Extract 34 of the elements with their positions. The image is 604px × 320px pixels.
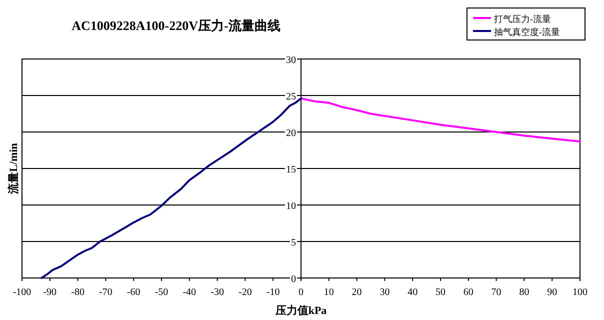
chart-title: AC1009228A100-220V压力-流量曲线 <box>72 18 280 33</box>
x-tick-label: -40 <box>182 287 196 298</box>
y-tick-label: 0 <box>291 274 296 285</box>
legend-label: 打气压力-流量 <box>493 14 551 24</box>
y-tick-label: 10 <box>286 201 296 212</box>
x-tick-label: -100 <box>12 287 32 298</box>
x-tick-label: -20 <box>238 287 252 298</box>
x-tick-label: 0 <box>298 287 304 298</box>
x-tick-label: 80 <box>519 287 530 298</box>
x-tick-label: -50 <box>154 287 168 298</box>
x-tick-label: 40 <box>408 287 418 298</box>
y-axis-title: 流量L/min <box>7 143 20 195</box>
x-tick-label: -80 <box>71 287 84 298</box>
x-tick-label: 20 <box>352 287 362 298</box>
x-tick-label: 90 <box>547 287 558 298</box>
legend-label: 抽气真空度-流量 <box>494 27 560 37</box>
line-series <box>300 97 581 142</box>
y-tick-label: 15 <box>286 164 296 176</box>
y-tick-label: 20 <box>286 128 296 139</box>
x-tick-label: -60 <box>126 287 140 298</box>
x-axis-title: 压力值kPa <box>274 304 328 317</box>
x-tick-label: -10 <box>266 287 280 298</box>
x-tick-label: 30 <box>380 287 390 298</box>
y-tick-label: 25 <box>286 92 296 102</box>
y-tick-label: 30 <box>286 55 296 66</box>
x-tick-label: 50 <box>436 287 446 298</box>
x-tick-label: 10 <box>324 287 334 298</box>
x-tick-label: -90 <box>43 287 57 298</box>
x-tick-label: 100 <box>572 287 588 298</box>
x-tick-label: -30 <box>210 287 224 298</box>
x-tick-label: 70 <box>491 287 502 298</box>
x-tick-label: 60 <box>463 287 474 298</box>
y-tick-label: 5 <box>291 238 296 248</box>
x-tick-label: -70 <box>99 287 112 298</box>
